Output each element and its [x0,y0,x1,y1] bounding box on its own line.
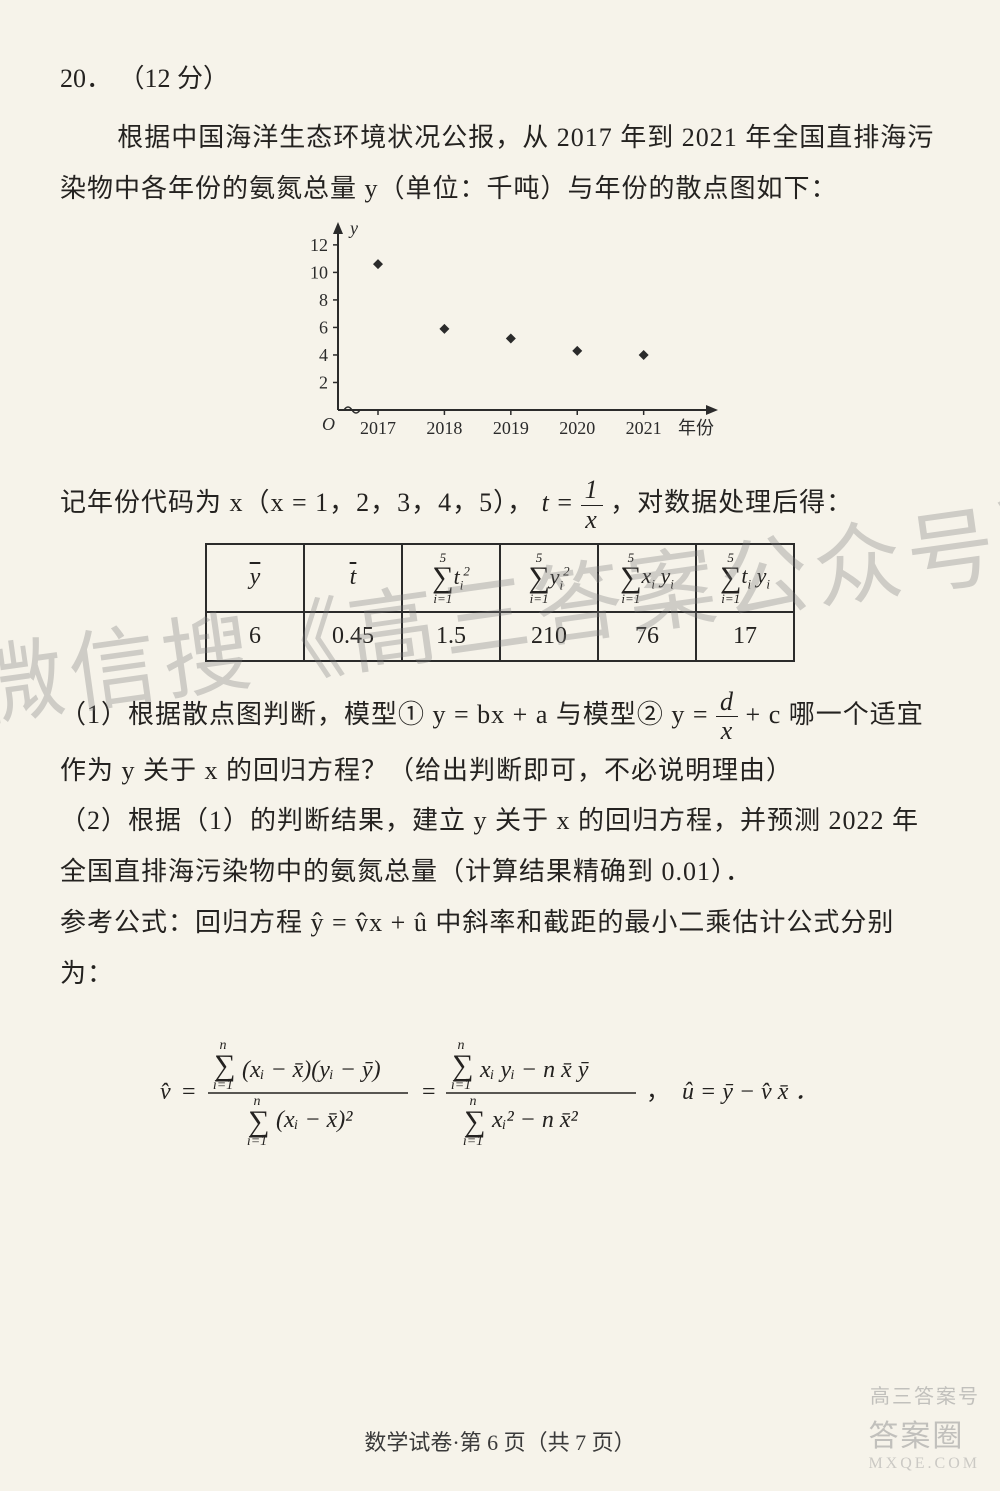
table-header-cell: 5∑i=1xi yi [598,544,696,612]
table-value-cell: 17 [696,612,794,661]
svg-text:n: n [458,1038,465,1053]
table-header-cell: 5∑i=1yi2 [500,544,598,612]
svg-text:O: O [322,414,335,434]
svg-text:i=1: i=1 [247,1134,267,1149]
after-chart-pre: 记年份代码为 x（x = 1，2，3，4，5）， [60,488,534,517]
svg-text:2: 2 [319,373,328,393]
corner-extra: 高三答案号 [868,1380,980,1409]
frac-top: 1 [581,476,603,506]
table-value-cell: 76 [598,612,696,661]
exam-page: 20． （12 分） 根据中国海洋生态环境状况公报，从 2017 年到 2021… [0,0,1000,1218]
svg-text:4: 4 [319,345,328,365]
corner-sub: MXQE.COM [868,1455,980,1473]
svg-text:û = ȳ − v̂ x̄ ．: û = ȳ − v̂ x̄ ． [682,1079,818,1105]
table-header-cell: y [206,544,304,612]
question-stem: 根据中国海洋生态环境状况公报，从 2017 年到 2021 年全国直排海污染物中… [60,113,940,214]
svg-text:xᵢ² − n x̄²: xᵢ² − n x̄² [491,1107,578,1133]
formula-box: v̂=∑ni=1(xᵢ − x̄)(yᵢ − ȳ)∑ni=1(xᵢ − x̄)²… [60,1013,940,1178]
t-var: t [542,488,550,517]
svg-text:12: 12 [310,235,328,255]
scatter-chart: 2 4 6 8 10 12 2017 2018 2019 2020 2021 y 年份 O [280,220,720,450]
table-header-cell: 5∑i=1ti yi [696,544,794,612]
after-chart-post: ，对数据处理后得： [610,488,853,517]
svg-text:=: = [422,1079,436,1105]
table-header-cell: 5∑i=1ti2 [402,544,500,612]
svg-text:2018: 2018 [426,418,462,438]
svg-text:，: ， [646,1079,670,1105]
reference-formula-intro: 参考公式：回归方程 ŷ = v̂x + û 中斜率和截距的最小二乘估计公式分别为… [60,898,940,999]
svg-text:v̂: v̂ [160,1079,171,1105]
summary-table: yt5∑i=1ti25∑i=1yi25∑i=1xi yi5∑i=1ti yi 6… [205,543,795,662]
svg-text:2017: 2017 [360,418,396,438]
svg-text:6: 6 [319,318,328,338]
svg-text:xᵢ yᵢ − n x̄ ȳ: xᵢ yᵢ − n x̄ ȳ [479,1057,589,1083]
svg-text:i=1: i=1 [451,1078,471,1093]
svg-text:n: n [220,1038,227,1053]
eq-sign: = [557,488,580,517]
svg-text:(xᵢ − x̄)²: (xᵢ − x̄)² [276,1107,353,1133]
page-footer: 数学试卷·第 6 页（共 7 页） [0,1425,1000,1457]
svg-text:2021: 2021 [626,418,662,438]
frac-bot-x: x [716,717,738,746]
sub-question-2: （2）根据（1）的判断结果，建立 y 关于 x 的回归方程，并预测 2022 年… [60,796,940,897]
table-value-row: 60.451.52107617 [206,612,794,661]
question-number-line: 20． （12 分） [60,58,940,95]
question-points: （12 分） [119,64,230,93]
q1-text-a: （1）根据散点图判断，模型① y = bx + a 与模型② y = [60,700,716,729]
svg-text:n: n [254,1094,261,1109]
chart-svg: 2 4 6 8 10 12 2017 2018 2019 2020 2021 y 年份 O [280,220,720,450]
table-header-cell: t [304,544,402,612]
sub-question-1: （1）根据散点图判断，模型① y = bx + a 与模型② y = d x +… [60,688,940,797]
table-value-cell: 1.5 [402,612,500,661]
svg-text:(xᵢ − x̄)(yᵢ − ȳ): (xᵢ − x̄)(yᵢ − ȳ) [242,1057,381,1083]
svg-text:y: y [348,220,358,238]
svg-text:10: 10 [310,263,328,283]
svg-text:8: 8 [319,290,328,310]
after-chart-line: 记年份代码为 x（x = 1，2，3，4，5）， t = 1 x ，对数据处理后… [60,476,940,534]
table-value-cell: 0.45 [304,612,402,661]
frac-top-d: d [716,688,738,718]
svg-text:i=1: i=1 [463,1134,483,1149]
svg-text:2020: 2020 [559,418,595,438]
svg-text:n: n [470,1094,477,1109]
table-value-cell: 6 [206,612,304,661]
svg-text:2019: 2019 [493,418,529,438]
question-number: 20． [60,64,112,93]
frac-bot: x [581,506,603,535]
svg-text:=: = [182,1079,196,1105]
svg-text:年份: 年份 [678,418,714,438]
table-header-row: yt5∑i=1ti25∑i=1yi25∑i=1xi yi5∑i=1ti yi [206,544,794,612]
formula-svg: v̂=∑ni=1(xᵢ − x̄)(yᵢ − ȳ)∑ni=1(xᵢ − x̄)²… [130,1013,870,1173]
table-value-cell: 210 [500,612,598,661]
svg-text:i=1: i=1 [213,1078,233,1093]
frac-1-over-x: 1 x [581,476,603,534]
frac-d-over-x: d x [716,688,738,746]
